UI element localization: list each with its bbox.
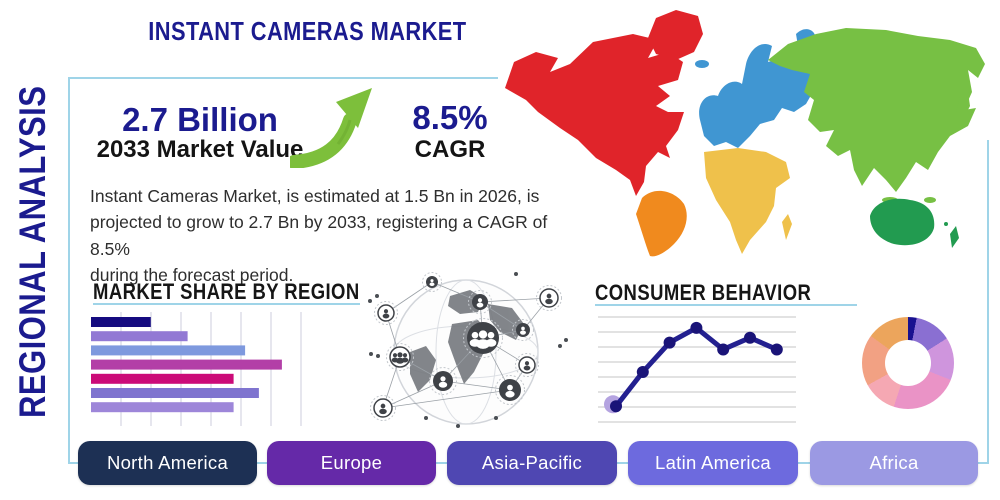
description-line: during the forecast period. — [90, 264, 294, 285]
market-share-donut-chart — [862, 317, 954, 409]
cagr-label: CAGR — [414, 136, 486, 163]
bar-chart-title-underline — [93, 303, 360, 305]
map-region-north-america — [505, 10, 703, 196]
market-value-stat: 2.7 Billion — [122, 101, 278, 138]
donut-hole — [885, 340, 931, 386]
bar-chart-title: MARKET SHARE BY REGION — [93, 279, 360, 304]
region-button-label: Latin America — [655, 452, 771, 473]
region-button-label: North America — [106, 452, 229, 473]
region-button-north-america[interactable]: North America — [78, 441, 257, 485]
line-chart-title-underline — [595, 304, 857, 306]
world-map-by-region — [498, 0, 990, 257]
page-title: INSTANT CAMERAS MARKET — [148, 16, 467, 46]
market-description: Instant Cameras Market, is estimated at … — [90, 183, 550, 288]
region-button-latin-america[interactable]: Latin America — [628, 441, 798, 485]
line-chart-title: CONSUMER BEHAVIOR — [595, 280, 812, 305]
map-region-south-america — [636, 190, 687, 257]
region-button-label: Europe — [320, 452, 383, 473]
map-region-africa — [704, 148, 792, 254]
region-button-label: Asia-Pacific — [481, 452, 583, 473]
description-line: projected to grow to 2.7 Bn by 2033, reg… — [90, 212, 548, 259]
green-growth-arrow-icon — [290, 88, 372, 168]
consumer-behavior-line-chart — [598, 311, 798, 434]
region-button-asia-pacific[interactable]: Asia-Pacific — [447, 441, 617, 485]
description-line: Instant Cameras Market, is estimated at … — [90, 186, 540, 206]
map-region-asia — [768, 28, 985, 209]
map-region-oceania — [870, 198, 959, 248]
globe-network-graphic — [368, 272, 568, 428]
market-share-bar-chart — [91, 312, 321, 431]
cagr-stat: 8.5% — [412, 99, 488, 136]
region-button-africa[interactable]: Africa — [810, 441, 978, 485]
region-button-label: Africa — [869, 452, 919, 473]
region-button-europe[interactable]: Europe — [267, 441, 436, 485]
side-label-regional-analysis: REGIONAL ANALYSIS — [12, 85, 53, 418]
market-value-label: 2033 Market Value — [96, 136, 304, 163]
